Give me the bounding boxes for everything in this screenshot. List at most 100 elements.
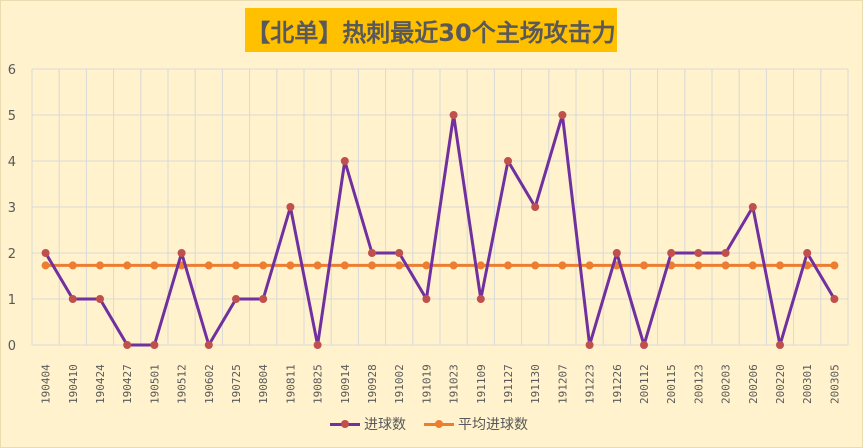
goals-series-marker [830, 295, 839, 303]
goals-series-marker [41, 249, 50, 257]
average-series-marker [504, 261, 512, 270]
goals-series-marker [694, 249, 703, 257]
average-series-marker [531, 261, 540, 270]
y-tick-label: 4 [8, 155, 16, 170]
goals-series-marker [640, 341, 648, 349]
x-tick-label: 190811 [284, 364, 297, 404]
average-series-marker [776, 261, 784, 270]
goals-series-marker [748, 203, 757, 211]
average-series-marker [286, 261, 295, 270]
y-tick-label: 5 [8, 109, 16, 124]
x-tick-label: 191023 [448, 364, 461, 404]
x-tick-label: 190928 [366, 364, 379, 404]
x-tick-label: 191002 [393, 364, 406, 404]
goals-series-marker [531, 203, 540, 211]
x-tick-label: 191207 [556, 364, 569, 404]
goals-series-marker [177, 249, 186, 257]
average-series-marker [640, 261, 648, 270]
orange-line-marker-icon [424, 418, 454, 430]
chart-title-box: 【北单】热刺最近30个主场攻击力 [245, 8, 617, 52]
goals-series-marker [232, 295, 240, 303]
average-series-marker [96, 261, 104, 270]
average-series-marker [830, 261, 839, 270]
x-tick-label: 190825 [312, 364, 325, 404]
goals-series-marker [476, 295, 485, 303]
average-series-marker [123, 261, 132, 270]
x-tick-label: 190424 [94, 364, 107, 404]
x-tick-label: 190602 [203, 364, 216, 404]
x-tick-label: 190427 [121, 364, 134, 404]
y-tick-label: 1 [8, 293, 16, 308]
legend-item-average: 平均进球数 [424, 414, 528, 434]
average-series-marker [748, 261, 757, 270]
purple-line-marker-icon [330, 418, 360, 430]
average-series-marker [368, 261, 376, 270]
goals-series-marker [449, 111, 458, 119]
x-tick-label: 200206 [747, 364, 760, 404]
average-series-marker [68, 261, 77, 270]
chart-legend: 进球数 平均进球数 [330, 414, 528, 434]
goals-series-marker [204, 341, 213, 349]
average-series-marker [204, 261, 213, 270]
goals-series-marker [395, 249, 404, 257]
x-tick-label: 190804 [257, 364, 270, 404]
average-series-marker [313, 261, 322, 270]
x-tick-label: 200115 [665, 364, 678, 404]
goals-series-marker [68, 295, 77, 303]
goals-series-marker [286, 203, 295, 211]
legend-item-goals: 进球数 [330, 414, 406, 434]
average-series-marker [340, 261, 349, 270]
goals-series-marker [259, 295, 268, 303]
average-series-marker [259, 261, 268, 270]
goals-series-marker [123, 341, 132, 349]
goals-series-marker [612, 249, 621, 257]
y-tick-label: 6 [8, 63, 16, 78]
x-tick-label: 200123 [692, 364, 705, 404]
goals-series-marker [667, 249, 676, 257]
x-tick-label: 190725 [230, 364, 243, 404]
average-series-marker [232, 261, 240, 270]
x-tick-label: 190914 [339, 364, 352, 404]
average-series-marker [585, 261, 594, 270]
x-tick-label: 191019 [420, 364, 433, 404]
x-tick-label: 191223 [584, 364, 597, 404]
average-series-marker [422, 261, 431, 270]
x-tick-label: 190410 [67, 364, 80, 404]
goals-series-marker [340, 157, 349, 165]
x-tick-label: 190501 [148, 364, 161, 404]
average-series-marker [449, 261, 458, 270]
goals-series-marker [96, 295, 104, 303]
legend-label-average: 平均进球数 [458, 417, 528, 433]
goals-series-marker [504, 157, 512, 165]
x-tick-label: 191127 [502, 364, 515, 404]
y-tick-label: 0 [8, 339, 16, 354]
goals-series-marker [422, 295, 431, 303]
legend-label-goals: 进球数 [364, 417, 406, 433]
x-tick-label: 191130 [529, 364, 542, 404]
average-series-marker [41, 261, 50, 270]
x-tick-label: 191109 [475, 364, 488, 404]
goals-series-marker [585, 341, 594, 349]
x-tick-label: 200112 [638, 364, 651, 404]
x-tick-label: 200220 [774, 364, 787, 404]
x-tick-label: 191226 [611, 364, 624, 404]
x-tick-label: 200301 [801, 364, 814, 404]
average-series-marker [476, 261, 485, 270]
x-tick-label: 190512 [176, 364, 189, 404]
average-series-marker [558, 261, 567, 270]
goals-series-line [44, 113, 836, 347]
average-series-marker [395, 261, 404, 270]
x-tick-label: 190404 [40, 364, 53, 404]
x-tick-label: 200203 [720, 364, 733, 404]
goals-series-marker [313, 341, 322, 349]
average-series-marker [721, 261, 730, 270]
y-tick-label: 3 [8, 201, 16, 216]
goals-series-marker [803, 249, 812, 257]
average-series-marker [694, 261, 703, 270]
goals-series-marker [721, 249, 730, 257]
y-tick-label: 2 [8, 247, 16, 262]
chart-title: 【北单】热刺最近30个主场攻击力 [246, 18, 616, 47]
average-series-marker [150, 261, 159, 270]
